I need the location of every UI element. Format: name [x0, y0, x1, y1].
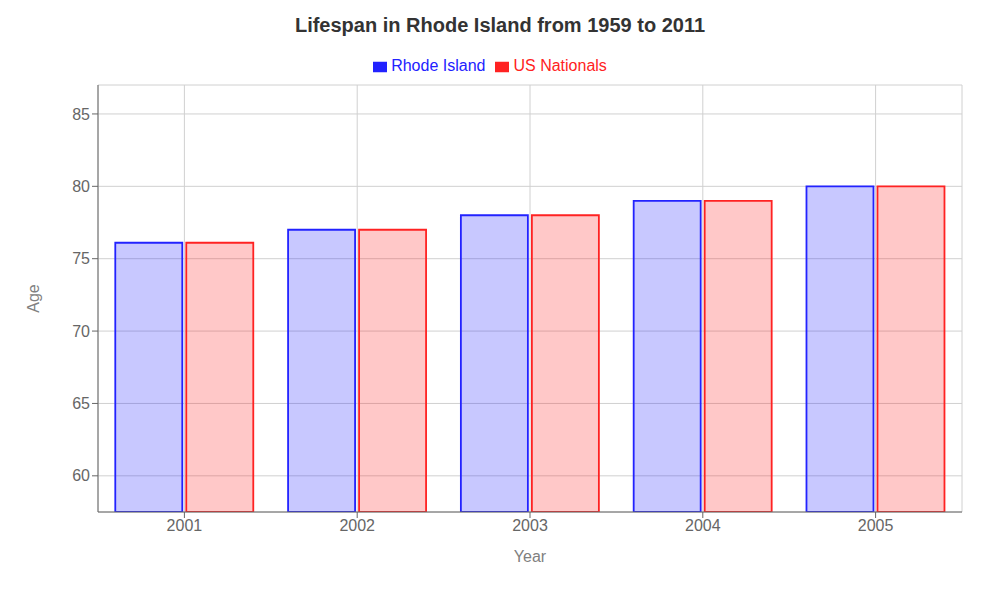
svg-text:2004: 2004	[685, 517, 721, 534]
svg-text:2001: 2001	[167, 517, 203, 534]
html-text:US Nationals: US Nationals	[513, 57, 607, 74]
svg-text:80: 80	[72, 178, 90, 195]
svg-text:85: 85	[72, 106, 90, 123]
svg-text:Year: Year	[514, 548, 547, 565]
svg-text:2002: 2002	[339, 517, 375, 534]
svg-text:60: 60	[72, 467, 90, 484]
svg-text:75: 75	[72, 250, 90, 267]
svg-text:2005: 2005	[858, 517, 894, 534]
svg-text:2003: 2003	[512, 517, 548, 534]
svg-text:65: 65	[72, 395, 90, 412]
svg-text:Age: Age	[25, 284, 42, 313]
html-text:Rhode Island: Rhode Island	[391, 57, 486, 74]
svg-text:70: 70	[72, 323, 90, 340]
html-text:Lifespan in Rhode Island from: Lifespan in Rhode Island from 1959 to 20…	[294, 14, 706, 36]
